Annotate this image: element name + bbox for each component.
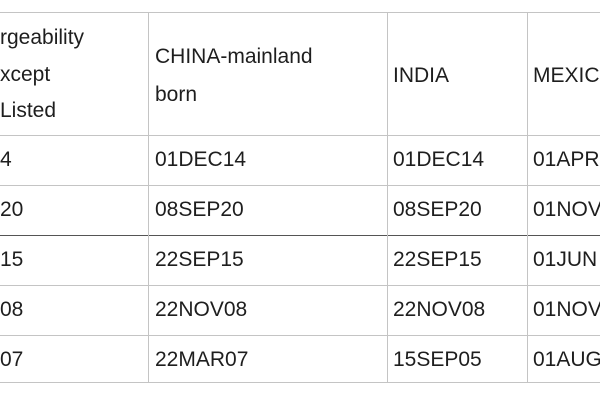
- header-cell: rgeability: [0, 26, 85, 49]
- row-border: [0, 235, 600, 236]
- table-cell: 01APR: [533, 148, 600, 171]
- table-cell: 08SEP20: [393, 198, 482, 221]
- table-cell: 15: [0, 248, 24, 271]
- table-cell: 22SEP15: [393, 248, 482, 271]
- table-cell: 4: [0, 148, 12, 171]
- table-cell: 01NOV: [533, 198, 600, 221]
- row-border: [0, 285, 600, 286]
- column-border: [527, 12, 528, 382]
- table-cell: 08: [0, 298, 24, 321]
- table-cell: 22MAR07: [155, 348, 249, 371]
- table-cell: 07: [0, 348, 24, 371]
- header-cell: MEXIC: [533, 64, 600, 87]
- table-cell: 15SEP05: [393, 348, 482, 371]
- header-cell: born: [155, 83, 198, 106]
- column-border: [387, 12, 388, 382]
- row-border: [0, 335, 600, 336]
- row-border: [0, 185, 600, 186]
- row-border: [0, 135, 600, 136]
- table-cell: 20: [0, 198, 24, 221]
- table-cell: 22NOV08: [393, 298, 486, 321]
- table-cell: 22SEP15: [155, 248, 244, 271]
- row-border: [0, 12, 600, 13]
- table-cell: 01NOV: [533, 298, 600, 321]
- table-cell: 01DEC14: [155, 148, 247, 171]
- column-border: [148, 12, 149, 382]
- header-cell: INDIA: [393, 64, 450, 87]
- table-cell: 01DEC14: [393, 148, 485, 171]
- table-cell: 01AUG: [533, 348, 600, 371]
- table-cell: 01JUN: [533, 248, 598, 271]
- header-cell: CHINA-mainland: [155, 45, 313, 68]
- header-cell: Listed: [0, 99, 57, 122]
- table-cell: 08SEP20: [155, 198, 244, 221]
- table-cell: 22NOV08: [155, 298, 248, 321]
- header-cell: xcept: [0, 63, 51, 86]
- row-border: [0, 382, 600, 383]
